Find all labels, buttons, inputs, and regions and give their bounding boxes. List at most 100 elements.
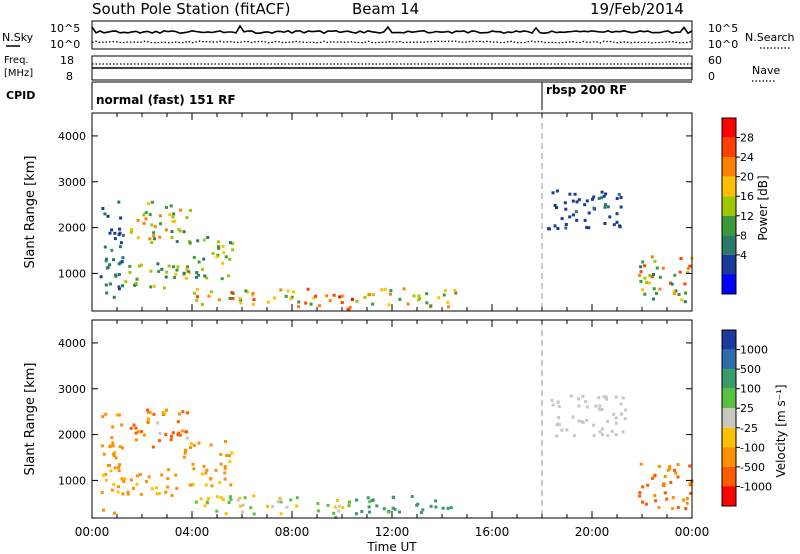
data-cell [201, 267, 204, 271]
noise-right-tick-top: 10^5 [708, 22, 738, 35]
data-cell [188, 241, 192, 245]
scale-label: 500 [740, 363, 761, 376]
data-cell [639, 270, 643, 274]
data-cell [650, 275, 654, 279]
data-cell [241, 510, 245, 514]
data-cell [104, 478, 108, 482]
data-cell [170, 236, 174, 239]
data-cell [129, 478, 133, 482]
data-cell [650, 255, 654, 259]
data-cell [173, 219, 177, 223]
data-cell [216, 253, 220, 257]
data-cell [597, 196, 601, 200]
data-cell [340, 301, 344, 304]
data-cell [111, 441, 115, 445]
data-cell [171, 215, 175, 219]
data-cell [383, 287, 387, 291]
data-cell [624, 408, 628, 412]
data-cell [170, 230, 174, 234]
data-cell [655, 266, 659, 270]
data-cell [228, 241, 232, 245]
data-cell [192, 467, 196, 471]
data-cell [688, 482, 692, 486]
data-cell [217, 298, 221, 302]
data-cell [278, 496, 282, 500]
data-cell [641, 288, 645, 292]
data-cell [191, 483, 195, 487]
data-cell [677, 293, 681, 296]
data-cell [551, 403, 555, 407]
data-cell [563, 201, 567, 205]
data-cell [172, 212, 176, 216]
data-cell [285, 505, 289, 509]
data-cell [617, 192, 621, 196]
data-cell [598, 404, 602, 408]
data-cell [402, 287, 406, 291]
data-cell [238, 296, 242, 300]
data-cell [204, 471, 208, 475]
data-cell [116, 490, 120, 494]
data-cell [604, 395, 608, 399]
data-cell [188, 240, 191, 243]
data-cell [184, 448, 188, 452]
data-cell [150, 487, 154, 491]
data-cell [231, 296, 235, 300]
data-cell [391, 506, 395, 510]
data-cell [583, 203, 587, 207]
data-cell [135, 277, 139, 281]
power-y-ticks: 1000 2000 3000 4000 [58, 130, 692, 280]
data-cell [197, 273, 200, 277]
data-cell [434, 505, 438, 509]
data-cell [614, 416, 618, 420]
data-cell [160, 267, 164, 271]
data-cell [183, 451, 187, 455]
data-cell [410, 495, 414, 498]
velocity-scale-title: Velocity [m s⁻¹] [774, 384, 788, 477]
data-cell [341, 506, 345, 509]
data-cell [105, 291, 109, 295]
data-cell [338, 295, 342, 299]
data-cell [686, 266, 690, 270]
data-cell [560, 217, 564, 221]
data-cell [221, 261, 225, 265]
data-cell [648, 281, 651, 285]
data-cell [165, 270, 169, 274]
data-cell [158, 235, 162, 239]
data-cell [175, 268, 179, 272]
data-cell [600, 196, 603, 200]
data-cell [101, 415, 105, 419]
data-cell [148, 213, 152, 217]
time-tick-label: 00:00 [75, 525, 110, 539]
data-cell [219, 452, 223, 456]
data-cell [165, 205, 168, 209]
data-cell [167, 468, 171, 472]
data-cell [639, 265, 643, 269]
y-tick-label: 4000 [58, 130, 86, 143]
data-cell [316, 509, 320, 513]
data-cell [665, 497, 669, 501]
data-cell [106, 265, 110, 269]
time-tick-label: 16:00 [475, 525, 510, 539]
velocity-panel: Slant Range [km] 1000 2000 3000 4000 [23, 319, 694, 519]
data-cell [437, 296, 441, 300]
time-tick-label: 12:00 [375, 525, 410, 539]
freq-left-tick-top: 18 [60, 54, 74, 67]
data-cell [654, 499, 657, 503]
data-cell [454, 291, 458, 295]
data-cell [113, 231, 117, 235]
data-cell [207, 294, 211, 298]
y-tick-label: 4000 [58, 337, 86, 350]
freq-label-line-2: [MHz] [4, 68, 33, 79]
data-cell [674, 289, 678, 293]
data-cell [251, 291, 255, 295]
data-cell [200, 472, 204, 476]
data-cell [652, 287, 656, 291]
data-cell [164, 275, 168, 279]
data-cell [207, 497, 210, 501]
data-cell [577, 198, 581, 202]
data-cell [249, 506, 253, 510]
data-cell [442, 293, 446, 297]
data-cell [547, 227, 551, 231]
data-cell [170, 434, 173, 438]
time-tick-label: 04:00 [175, 525, 210, 539]
